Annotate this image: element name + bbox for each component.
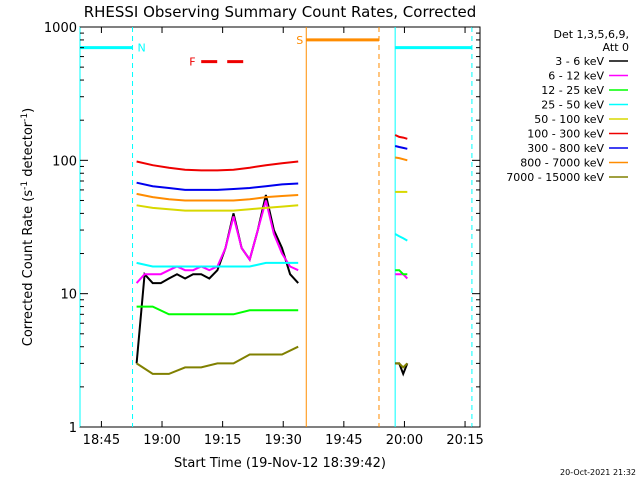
legend-title: Att 0 (603, 41, 629, 54)
series-line (395, 273, 409, 280)
plot-frame (79, 26, 481, 428)
series-line (394, 134, 408, 140)
interval-markers: N S F (79, 27, 473, 427)
legend-label: 800 - 7000 keV (520, 157, 604, 170)
series-line (136, 192, 299, 202)
legend-label: 50 - 100 keV (534, 113, 604, 126)
chart-title: RHESSI Observing Summary Count Rates, Co… (84, 3, 477, 21)
y-tick-label: 100 (52, 154, 77, 169)
series-line (136, 204, 299, 212)
series-line (394, 233, 408, 242)
series-line (136, 345, 299, 375)
x-tick-label: 20:15 (446, 433, 483, 448)
legend-label: 12 - 25 keV (541, 84, 604, 97)
legend-label: 6 - 12 keV (548, 70, 604, 83)
legend: Det 1,3,5,6,9,Att 03 - 6 keV 6 - 12 keV12… (506, 28, 629, 184)
series-line (135, 194, 299, 364)
y-axis: 1 10 100 1000 (44, 21, 480, 436)
y-axis-label: Corrected Count Rate (s-1 detector-1) (20, 108, 36, 346)
x-tick-label: 19:30 (264, 433, 301, 448)
x-tick-label: 19:00 (143, 433, 180, 448)
y-tick-label: 10 (60, 288, 77, 303)
series-line (394, 145, 408, 150)
x-axis: 18:45 19:00 19:15 19:30 19:45 20:00 20:15 (83, 27, 484, 448)
series-line (136, 305, 299, 316)
series-line (136, 160, 299, 172)
series-line (136, 261, 299, 268)
interval-label: N (138, 42, 146, 55)
legend-label: 300 - 800 keV (527, 142, 604, 155)
interval-label: S (296, 34, 303, 47)
x-tick-label: 19:15 (204, 433, 241, 448)
x-tick-label: 18:45 (83, 433, 120, 448)
timestamp: 20-Oct-2021 21:32 (560, 468, 636, 477)
x-tick-label: 20:00 (386, 433, 423, 448)
interval-label: F (189, 56, 195, 69)
x-axis-label: Start Time (19-Nov-12 18:39:42) (174, 456, 386, 471)
legend-label: 100 - 300 keV (527, 128, 604, 141)
series-layer (135, 134, 409, 377)
series-line (395, 269, 408, 276)
y-tick-label: 1 (69, 421, 77, 436)
legend-title: Det 1,3,5,6,9, (553, 28, 629, 41)
legend-label: 25 - 50 keV (541, 99, 604, 112)
series-line (395, 156, 408, 162)
legend-label: 7000 - 15000 keV (506, 171, 604, 184)
legend-label: 3 - 6 keV (555, 55, 604, 68)
series-line (136, 181, 299, 191)
series-line (395, 362, 408, 369)
x-tick-label: 19:45 (325, 433, 362, 448)
y-tick-label: 1000 (44, 21, 77, 36)
